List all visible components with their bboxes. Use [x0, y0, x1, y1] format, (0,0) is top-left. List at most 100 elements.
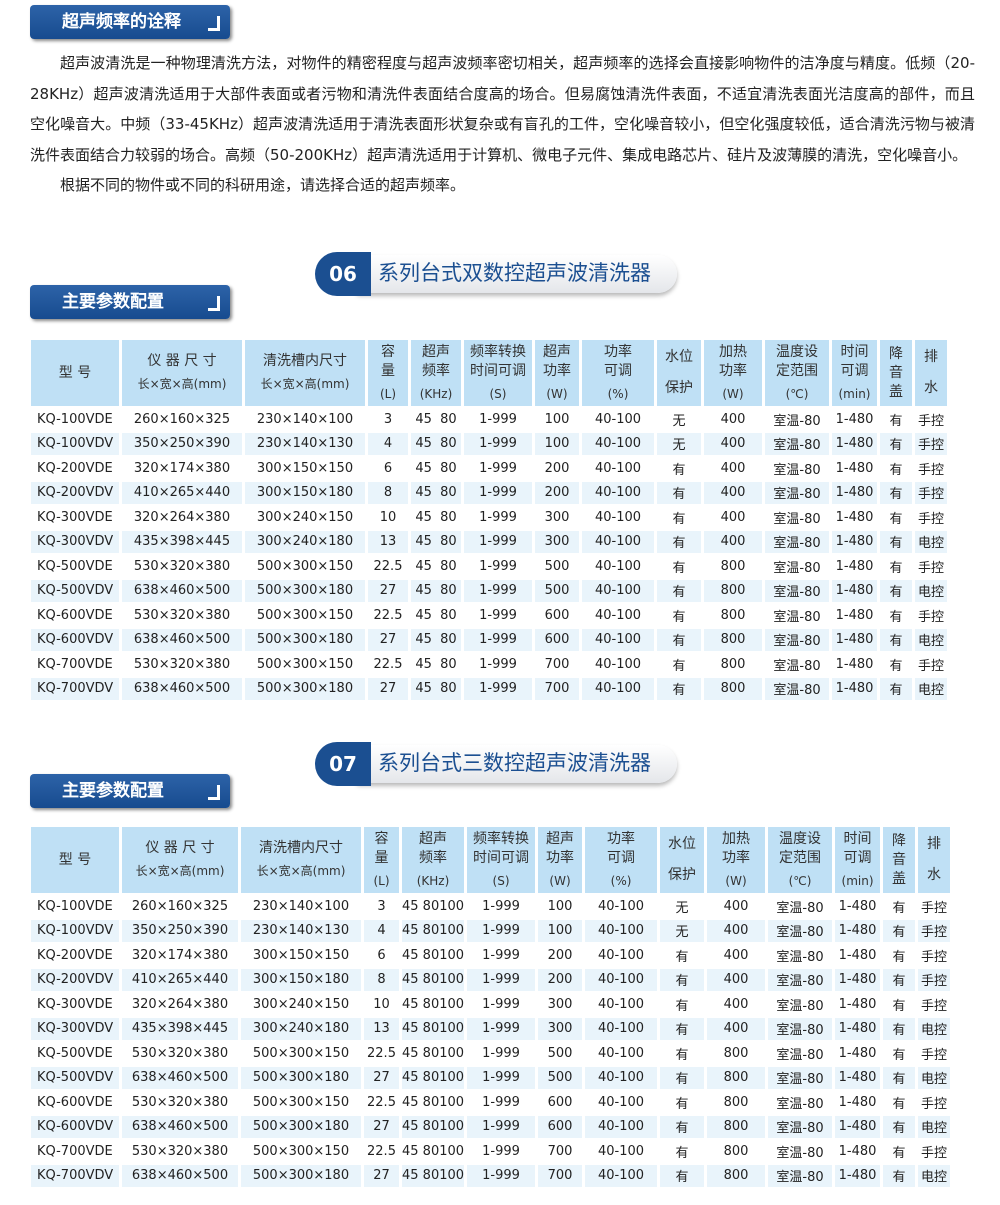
table-cell: 400	[723, 898, 749, 914]
table-cell: 100	[547, 898, 573, 914]
table-cell: 有	[657, 628, 701, 651]
table-cell: 手控	[917, 560, 944, 576]
table-cell: 有	[657, 579, 701, 602]
table-cell: 300×150×180	[241, 968, 361, 991]
table-cell: 1-480	[835, 509, 874, 525]
table-cell: 1-480	[835, 1164, 881, 1187]
table-cell: 1-480	[835, 919, 881, 942]
table-cell: 1-480	[838, 1045, 877, 1061]
table-cell: 22.5	[367, 1045, 396, 1061]
heading-bar	[357, 745, 677, 783]
table-cell: 400	[720, 411, 746, 427]
header-unit: (min)	[841, 873, 874, 888]
table-cell: 410×265×440	[122, 968, 238, 991]
table-cell: 27	[364, 1164, 399, 1187]
table-cell: 45 80100	[402, 1115, 465, 1138]
table-cell: 手控	[915, 481, 947, 504]
table-cell: 300	[544, 509, 570, 525]
table-row: KQ-700VDV 638×460×500 500×300×180 27 45 80 1-…	[31, 677, 947, 700]
table-cell: 手控	[921, 998, 948, 1014]
table-cell: 800	[720, 656, 746, 672]
table-cell: 1-999	[464, 628, 532, 651]
table-cell: 45 80100	[402, 1164, 465, 1187]
table-cell: 13	[368, 530, 408, 553]
table-cell: 27	[364, 1115, 399, 1138]
table-cell: KQ-300VDV	[31, 530, 119, 553]
table-cell: 1-480	[835, 656, 874, 672]
table-cell: 22.5	[373, 607, 403, 623]
table-cell: KQ-100VDV	[31, 432, 119, 455]
table-cell: 800	[723, 1094, 749, 1110]
table-cell: KQ-700VDE	[37, 1143, 113, 1159]
intro-paragraph: 超声波清洗是一种物理清洗方法，对物件的精密程度与超声波频率密切相关，超声频率的选…	[30, 54, 975, 164]
corner-icon	[208, 785, 220, 800]
table-cell: KQ-500VDE	[37, 558, 113, 574]
column-header: 排水	[918, 827, 951, 893]
table-cell: 22.5	[373, 656, 403, 672]
table-cell: 1-480	[832, 628, 877, 651]
header-main: 型 号	[58, 851, 92, 868]
table-cell: 1-999	[482, 1045, 520, 1061]
table-cell: 1-480	[835, 968, 881, 991]
heading-bar	[357, 255, 677, 293]
table-cell: 有	[880, 579, 912, 602]
table-cell: 有	[672, 609, 686, 625]
header-unit: (S)	[492, 873, 510, 888]
table-cell: 400	[723, 947, 749, 963]
table-cell: 有	[880, 481, 912, 504]
header-main: 温度设 定范围	[779, 830, 822, 866]
table-cell: 3	[383, 411, 393, 427]
table-cell: 1-480	[832, 677, 877, 700]
table-cell: 700	[535, 677, 579, 700]
table-cell: 40-100	[598, 947, 645, 963]
table-cell: 40-100	[594, 656, 642, 672]
table-cell: 800	[723, 1045, 749, 1061]
table-cell: 有	[892, 1145, 906, 1161]
table-row: KQ-300VDV 435×398×445 300×240×180 13 45 80 1-…	[31, 530, 947, 553]
table-cell: 室温-80	[768, 1164, 833, 1187]
table-cell: 300×240×150	[256, 509, 354, 525]
table-cell: 13	[364, 1017, 399, 1040]
table-cell: 600	[535, 628, 579, 651]
header-unit: 长×宽×高(mm)	[256, 864, 346, 878]
table-cell: 室温-80	[776, 949, 824, 965]
table-cell: 45 80100	[402, 1017, 465, 1040]
table-row: KQ-500VDE 530×320×380 500×300×150 22.5 45 80…	[31, 1042, 950, 1065]
table-row: KQ-300VDV 435×398×445 300×240×180 13 45 8010…	[31, 1017, 951, 1040]
header-main: 温度设 定范围	[776, 343, 818, 379]
table-cell: 500×300×150	[256, 656, 354, 672]
table-cell: 435×398×445	[122, 1017, 238, 1040]
table-cell: 1-480	[838, 898, 877, 914]
table-cell: 22.5	[373, 558, 403, 574]
table-cell: 27	[368, 628, 408, 651]
table-cell: 45 80100	[402, 968, 465, 991]
table-cell: 40-100	[594, 411, 642, 427]
table-row: KQ-100VDE 260×160×325 230×140×100 3 45 80100…	[31, 895, 950, 918]
table-cell: 260×160×325	[133, 411, 231, 427]
header-unit: (℃)	[785, 386, 809, 401]
table-cell: 500×300×180	[245, 628, 365, 651]
table-cell: 638×460×500	[122, 1115, 238, 1138]
table-cell: 1-480	[838, 996, 877, 1012]
table-cell: 200	[535, 481, 579, 504]
table-cell: 1-480	[835, 460, 874, 476]
column-header: 容 量 (L)	[368, 340, 408, 406]
table-cell: 1-999	[467, 1164, 536, 1187]
table-row: KQ-700VDE 530×320×380 500×300×150 22.5 45 80…	[31, 1140, 950, 1163]
table-row: KQ-600VDV 638×460×500 500×300×180 27 45 8010…	[31, 1115, 951, 1138]
table-cell: 有	[675, 1047, 689, 1063]
intro-paragraph: 根据不同的物件或不同的科研用途，请选择合适的超声频率。	[60, 176, 466, 194]
table-cell: 300	[547, 996, 573, 1012]
table-cell: 1-480	[835, 607, 874, 623]
table-cell: 室温-80	[776, 998, 824, 1014]
table-cell: 1-999	[479, 607, 517, 623]
header-unit: 保护	[668, 867, 697, 883]
header-unit: (KHz)	[419, 386, 453, 401]
table-cell: 有	[660, 1066, 705, 1089]
table-cell: 室温-80	[773, 560, 821, 576]
spec-table-07: 型 号仪 器 尺 寸长×宽×高(mm) 清洗槽内尺寸 长×宽×高(mm) 容 量 (L)…	[28, 825, 953, 1189]
table-row: KQ-100VDV 350×250×390 230×140×130 4 45 80100…	[31, 919, 951, 942]
table-cell: 200	[547, 947, 573, 963]
table-cell: 45 80100	[402, 919, 465, 942]
column-header: 加热 功率 (W)	[704, 340, 762, 406]
